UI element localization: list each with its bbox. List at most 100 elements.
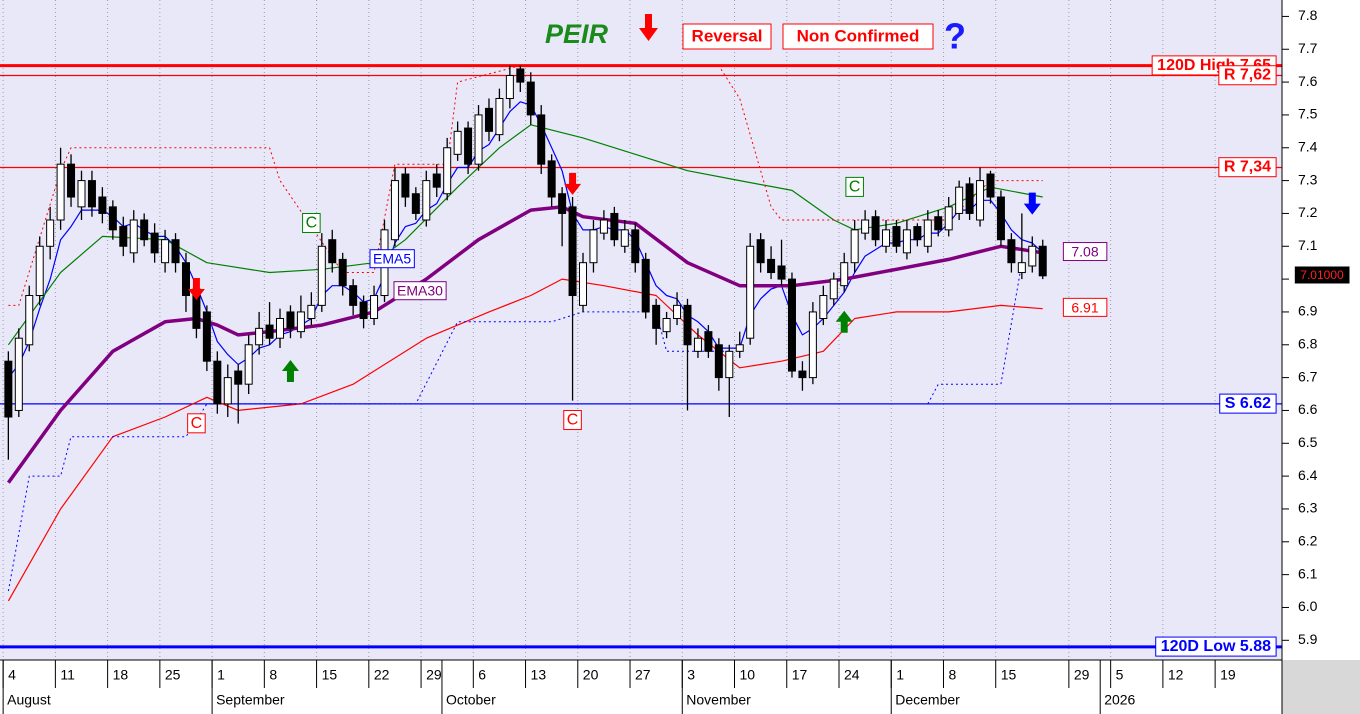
candle-body — [547, 160, 556, 198]
candle-body — [840, 262, 849, 287]
candle-body — [777, 265, 786, 280]
y-tick-label: 6.5 — [1298, 434, 1318, 450]
candle-body — [255, 327, 264, 346]
candle-body — [14, 337, 23, 411]
signal-label: C — [306, 215, 318, 232]
candle-body — [77, 180, 86, 208]
candle-body — [411, 193, 420, 214]
x-tick-label: 25 — [165, 667, 181, 683]
x-tick-label: 22 — [374, 667, 390, 683]
y-tick-label: 7.1 — [1298, 237, 1318, 253]
candle-body — [798, 370, 807, 379]
lines-layer — [0, 64, 1282, 649]
y-tick-label: 6.1 — [1298, 565, 1318, 581]
y-tick-label: 7.6 — [1298, 73, 1318, 89]
candle-body — [934, 216, 943, 231]
header-arrow — [639, 14, 658, 41]
candle-body — [181, 262, 190, 297]
candle-body — [986, 173, 995, 198]
x-tick-label: 19 — [1220, 667, 1236, 683]
candle-body — [944, 206, 953, 231]
y-tick-label: 7.2 — [1298, 204, 1318, 220]
candle-body — [641, 258, 650, 313]
candle-body — [56, 163, 65, 221]
candle-body — [537, 114, 546, 165]
candle-body — [390, 180, 399, 241]
end-value-box — [1062, 297, 1108, 317]
x-tick-label: 1 — [896, 667, 904, 683]
candle-body — [338, 258, 347, 287]
x-tick-label: 29 — [1074, 667, 1090, 683]
candle-body — [861, 219, 870, 234]
candle-body — [1007, 239, 1016, 264]
candle-body — [756, 239, 765, 264]
end-value-label: 7.08 — [1071, 244, 1098, 260]
candle-body — [902, 229, 911, 254]
y-tick-label: 6.3 — [1298, 500, 1318, 516]
candle-body — [589, 229, 598, 264]
x-tick-label: 20 — [583, 667, 599, 683]
candle-body — [808, 311, 817, 379]
candle-body — [620, 229, 629, 247]
candle-body — [673, 304, 682, 320]
signal-label-box — [187, 413, 206, 434]
level-label: R 7,34 — [1224, 159, 1271, 176]
candle-body — [108, 206, 117, 231]
x-tick-label: 24 — [844, 667, 860, 683]
signal-label-box — [845, 176, 864, 197]
level-label: 120D Low 5.88 — [1161, 638, 1271, 655]
candle-body — [359, 301, 368, 320]
candle-body — [871, 216, 880, 241]
candle-body — [850, 229, 859, 264]
candle-body — [401, 173, 410, 198]
candle-body — [171, 239, 180, 264]
ticker-title: PEIR — [545, 19, 609, 49]
candle-body — [1028, 245, 1037, 267]
candle-body — [746, 245, 755, 339]
x-tick-label: 6 — [478, 667, 486, 683]
y-tick-label: 6.9 — [1298, 303, 1318, 319]
x-tick-label: 15 — [1001, 667, 1017, 683]
candle-body — [955, 186, 964, 214]
candle-body — [286, 311, 295, 329]
candle-body — [819, 295, 828, 320]
month-label: December — [895, 692, 960, 708]
y-tick-label: 6.7 — [1298, 368, 1318, 384]
candle-body — [662, 318, 671, 333]
level-label-box — [1218, 157, 1277, 178]
y-tick-label: 6.4 — [1298, 467, 1318, 483]
candle-body — [965, 183, 974, 214]
candle-body — [579, 262, 588, 306]
candle-body — [996, 196, 1005, 241]
x-tick-label: 3 — [687, 667, 695, 683]
candle-body — [234, 370, 243, 385]
y-tick-label: 6.8 — [1298, 335, 1318, 351]
y-tick-label: 7.7 — [1298, 40, 1318, 56]
candle-body — [704, 331, 713, 352]
candle-body — [453, 130, 462, 155]
y-tick-label: 5.9 — [1298, 631, 1318, 647]
x-tick-label: 15 — [322, 667, 338, 683]
candle-body — [213, 360, 222, 405]
reversal-label: Reversal — [692, 26, 763, 45]
x-tick-label: 8 — [948, 667, 956, 683]
candle-body — [276, 318, 285, 339]
candle-body — [464, 127, 473, 165]
candle-body — [161, 239, 170, 264]
x-tick-label: 11 — [60, 667, 75, 683]
signal-label: C — [191, 415, 203, 432]
x-tick-label: 13 — [531, 667, 547, 683]
x-axis-background — [0, 660, 1282, 714]
end-value-box — [1062, 242, 1108, 262]
reversal-box — [682, 23, 772, 50]
signal-label: C — [567, 412, 579, 429]
candle-body — [307, 304, 316, 320]
candle-body — [558, 193, 567, 214]
candle-body — [829, 278, 838, 300]
level-label-box — [1155, 636, 1277, 657]
candle-body — [422, 180, 431, 221]
candle-body — [652, 304, 661, 329]
signal-arrow — [835, 310, 853, 333]
candle-body — [526, 81, 535, 116]
